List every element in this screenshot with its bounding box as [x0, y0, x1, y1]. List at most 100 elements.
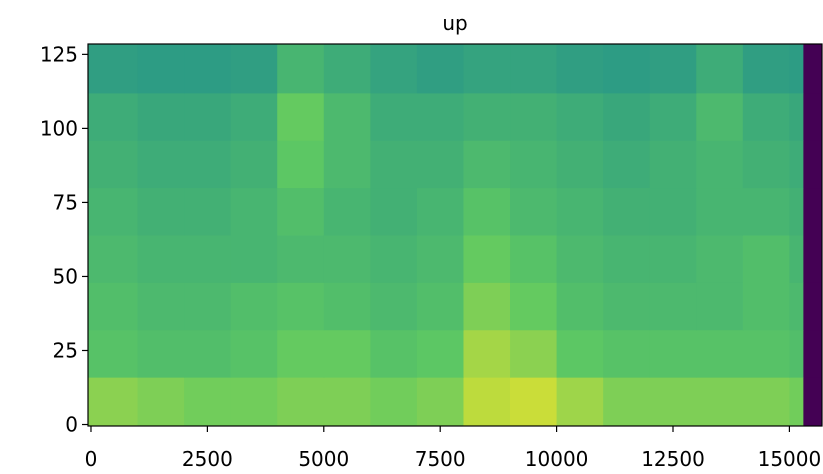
heatmap-cell [742, 92, 790, 141]
heatmap-cell [184, 92, 232, 141]
heatmap-cell [603, 282, 651, 331]
heatmap-cell [510, 235, 558, 283]
heatmap-cell [649, 377, 697, 427]
heatmap-cell [277, 282, 325, 331]
heatmap-cell [789, 377, 804, 427]
heatmap-cell [696, 235, 744, 283]
heatmap-cell [803, 140, 823, 189]
heatmap-cell [649, 140, 697, 189]
heatmap-cell [370, 235, 418, 283]
heatmap-cell [510, 92, 558, 141]
heatmap-cell [510, 282, 558, 331]
heatmap-cell [137, 187, 185, 236]
heatmap-cell [370, 187, 418, 236]
heatmap-cell [803, 44, 823, 94]
heatmap-cell [230, 235, 278, 283]
heatmap-cell [416, 329, 464, 378]
heatmap-cell [277, 92, 325, 141]
heatmap-cell [742, 235, 790, 283]
heatmap-cell [803, 187, 823, 236]
x-tick-label: 5000 [298, 447, 349, 471]
heatmap-cell [463, 329, 511, 378]
heatmap-cell [416, 282, 464, 331]
heatmap-cell [88, 377, 139, 427]
heatmap-cell [323, 235, 371, 283]
heatmap-cell [803, 329, 823, 378]
heatmap-cell [137, 92, 185, 141]
heatmap-cell [137, 282, 185, 331]
heatmap-cell [556, 329, 604, 378]
heatmap-cell [323, 140, 371, 189]
heatmap-cell [556, 235, 604, 283]
heatmap-cell [463, 235, 511, 283]
heatmap-cell [370, 140, 418, 189]
heatmap-cell [88, 235, 139, 283]
heatmap-cell [416, 377, 464, 427]
heatmap-cell [803, 92, 823, 141]
heatmap-cell [803, 377, 823, 427]
heatmap-cell [510, 187, 558, 236]
heatmap-cell [323, 377, 371, 427]
heatmap-cell [510, 329, 558, 378]
heatmap-cell [137, 377, 185, 427]
heatmap-cell [789, 140, 804, 189]
heatmap-cell [230, 140, 278, 189]
heatmap-cell [323, 187, 371, 236]
heatmap-cell [742, 282, 790, 331]
heatmap-cell [184, 377, 232, 427]
heatmap-cell [370, 282, 418, 331]
x-tick-label: 7500 [415, 447, 466, 471]
y-tick-label: 100 [40, 116, 78, 140]
heatmap-cell [277, 140, 325, 189]
x-tick-label: 2500 [182, 447, 233, 471]
heatmap-cell [277, 329, 325, 378]
heatmap-cell [230, 44, 278, 94]
heatmap-cell [649, 44, 697, 94]
heatmap-cell [88, 92, 139, 141]
heatmap-cell [137, 329, 185, 378]
heatmap-cell [230, 282, 278, 331]
heatmap-cell [556, 377, 604, 427]
heatmap-cell [696, 92, 744, 141]
heatmap-cell [370, 44, 418, 94]
x-tick-label: 10000 [525, 447, 589, 471]
heatmap-cell [696, 140, 744, 189]
heatmap-cell [277, 44, 325, 94]
x-tick-label: 12500 [641, 447, 705, 471]
heatmap-cell [603, 140, 651, 189]
heatmap-cell [88, 44, 139, 94]
heatmap-cell [88, 329, 139, 378]
heatmap-cell [184, 282, 232, 331]
heatmap-cell [649, 235, 697, 283]
heatmap-cell [137, 44, 185, 94]
heatmap-cell [323, 44, 371, 94]
heatmap-cell [649, 187, 697, 236]
heatmap-cell [277, 235, 325, 283]
heatmap-cell [416, 44, 464, 94]
y-tick-label: 125 [40, 42, 78, 66]
heatmap-cell [556, 44, 604, 94]
heatmap-cell [416, 140, 464, 189]
heatmap-cell [696, 44, 744, 94]
y-tick-label: 25 [53, 338, 78, 362]
heatmap-cell [556, 92, 604, 141]
heatmap-cell [277, 187, 325, 236]
heatmap-cell [603, 377, 651, 427]
heatmap-cell [463, 282, 511, 331]
y-tick-label: 0 [65, 413, 78, 437]
heatmap-cell [416, 92, 464, 141]
heatmap-cell [184, 329, 232, 378]
heatmap-cell [696, 187, 744, 236]
y-tick-label: 75 [53, 190, 78, 214]
heatmap-cell [323, 329, 371, 378]
heatmap-cell [416, 235, 464, 283]
heatmap-cell [463, 92, 511, 141]
y-tick-label: 50 [53, 264, 78, 288]
heatmap-cell [230, 377, 278, 427]
heatmap-cell [603, 329, 651, 378]
heatmap-cell [556, 282, 604, 331]
heatmap-cell [463, 377, 511, 427]
heatmap-cell [603, 187, 651, 236]
heatmap-cell [184, 187, 232, 236]
